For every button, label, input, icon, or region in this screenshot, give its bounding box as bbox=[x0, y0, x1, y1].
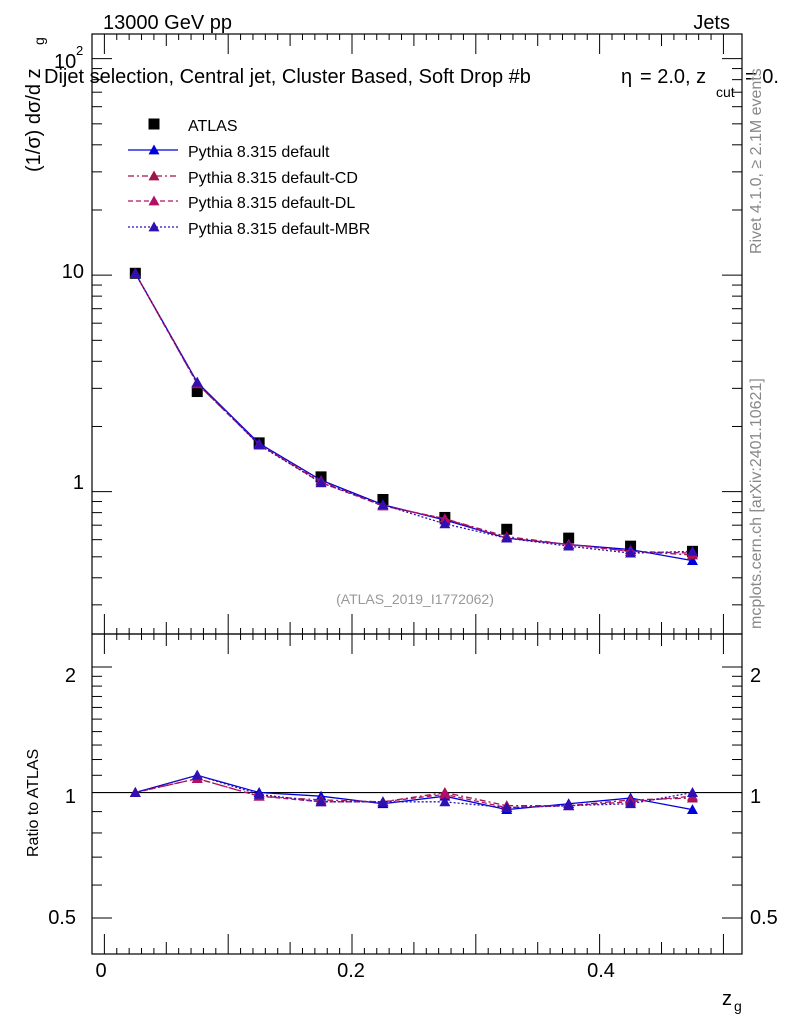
main-panel-series bbox=[129, 267, 698, 566]
marker-pythia-8-315-default-mbr bbox=[253, 439, 265, 450]
legend-label-default: Pythia 8.315 default bbox=[188, 144, 330, 161]
plot-title: Dijet selection, Central jet, Cluster Ba… bbox=[44, 66, 531, 88]
y-main-tick-label-10: 10 bbox=[62, 261, 84, 283]
y-main-tick-label-100: 10 bbox=[54, 51, 76, 73]
ratio-marker-pythia-8-315-default-mbr bbox=[563, 800, 575, 811]
marker-pythia-8-315-default-mbr bbox=[563, 540, 575, 551]
legend: ATLAS Pythia 8.315 default Pythia 8.315 … bbox=[128, 118, 370, 238]
plot-title-cut-tail: = 0. bbox=[745, 66, 779, 88]
ratio-marker-pythia-8-315-default-mbr bbox=[686, 787, 698, 797]
ratio-panel-ticks bbox=[92, 634, 742, 954]
legend-marker-pythia-8-315-default-cd bbox=[148, 170, 160, 181]
energy-label: 13000 GeV pp bbox=[103, 12, 232, 34]
data-point-atlas bbox=[563, 532, 575, 544]
legend-label-atlas: ATLAS bbox=[188, 118, 238, 135]
legend-marker-atlas bbox=[148, 118, 160, 130]
mcplots-label: mcplots.cern.ch [arXiv:2401.10621] bbox=[748, 378, 765, 629]
ratio-line-pythia-8-315-default-dl bbox=[135, 777, 693, 809]
y-ratio-tick-label-0-5: 0.5 bbox=[48, 907, 76, 929]
marker-pythia-8-315-default bbox=[686, 555, 698, 566]
marker-pythia-8-315-default-mbr bbox=[686, 545, 698, 556]
y-main-axis-label: (1/σ) dσ/d z bbox=[23, 68, 45, 172]
marker-pythia-8-315-default-mbr bbox=[315, 477, 327, 488]
ratio-marker-pythia-8-315-default-mbr bbox=[253, 788, 265, 799]
y-ratio-tick-label-2-right: 2 bbox=[750, 665, 761, 687]
ratio-line-pythia-8-315-default-mbr bbox=[135, 774, 693, 809]
series-line-pythia-8-315-default-cd bbox=[134, 272, 693, 556]
ratio-panel-frame bbox=[91, 633, 743, 955]
x-tick-label-0-2: 0.2 bbox=[337, 960, 365, 982]
rivet-label: Rivet 4.1.0, ≥ 2.1M events bbox=[748, 68, 765, 254]
y-main-tick-label-1: 1 bbox=[73, 472, 84, 494]
y-ratio-tick-label-2: 2 bbox=[65, 665, 76, 687]
y-main-tick-label-100-exp: 2 bbox=[76, 43, 83, 58]
legend-label-default-mbr: Pythia 8.315 default-MBR bbox=[188, 221, 370, 238]
series-line-pythia-8-315-default-mbr bbox=[134, 272, 693, 554]
y-main-axis-label-sub: g bbox=[31, 37, 47, 45]
legend-marker-pythia-8-315-default-dl bbox=[148, 195, 160, 206]
ratio-line-pythia-8-315-default bbox=[135, 774, 693, 811]
ratio-marker-pythia-8-315-default-dl bbox=[439, 788, 451, 799]
marker-pythia-8-315-default-mbr bbox=[625, 547, 637, 558]
plot-title-eta: η bbox=[621, 66, 632, 88]
x-axis-label: z bbox=[722, 988, 732, 1010]
ratio-panel-series bbox=[129, 769, 698, 815]
y-ratio-axis-label: Ratio to ATLAS bbox=[25, 749, 42, 857]
marker-pythia-8-315-default-mbr bbox=[191, 376, 203, 387]
marker-pythia-8-315-default-mbr bbox=[501, 532, 513, 543]
legend-label-default-cd: Pythia 8.315 default-CD bbox=[188, 170, 358, 187]
ratio-marker-pythia-8-315-default bbox=[686, 804, 698, 815]
ratio-marker-pythia-8-315-default-mbr bbox=[191, 769, 203, 780]
legend-marker-pythia-8-315-default bbox=[148, 144, 160, 155]
ratio-line-pythia-8-315-default-cd bbox=[135, 777, 693, 807]
y-ratio-tick-label-0-5-right: 0.5 bbox=[750, 907, 778, 929]
y-ratio-tick-label-1: 1 bbox=[65, 786, 76, 808]
marker-pythia-8-315-default-mbr bbox=[129, 267, 141, 278]
data-point-atlas bbox=[501, 523, 513, 535]
ratio-marker-pythia-8-315-default-mbr bbox=[501, 802, 513, 813]
legend-marker-pythia-8-315-default-mbr bbox=[148, 221, 160, 232]
data-point-atlas bbox=[191, 386, 203, 398]
ratio-marker-pythia-8-315-default-mbr bbox=[439, 796, 451, 807]
analysis-id: (ATLAS_2019_I1772062) bbox=[336, 591, 494, 607]
x-tick-label-0-4: 0.4 bbox=[587, 960, 615, 982]
series-line-pythia-8-315-default bbox=[134, 272, 693, 562]
marker-pythia-8-315-default-dl bbox=[439, 513, 451, 524]
x-axis-label-sub: g bbox=[734, 998, 742, 1014]
plot-title-cut-sub: cut bbox=[716, 84, 735, 100]
main-panel-ticks bbox=[92, 34, 742, 634]
ratio-marker-pythia-8-315-default-mbr bbox=[625, 798, 637, 809]
y-ratio-tick-label-1-right: 1 bbox=[750, 786, 761, 808]
ratio-marker-pythia-8-315-default-mbr bbox=[377, 796, 389, 807]
ratio-marker-pythia-8-315-default-mbr bbox=[315, 796, 327, 807]
ratio-marker-pythia-8-315-default-mbr bbox=[129, 787, 141, 797]
marker-pythia-8-315-default-mbr bbox=[377, 499, 389, 510]
category-label: Jets bbox=[693, 12, 730, 34]
series-line-pythia-8-315-default-dl bbox=[134, 272, 693, 554]
legend-label-default-dl: Pythia 8.315 default-DL bbox=[188, 195, 355, 212]
plot-title-cut: = 2.0, z bbox=[640, 66, 706, 88]
marker-pythia-8-315-default-mbr bbox=[439, 518, 451, 529]
x-tick-label-0: 0 bbox=[95, 960, 106, 982]
